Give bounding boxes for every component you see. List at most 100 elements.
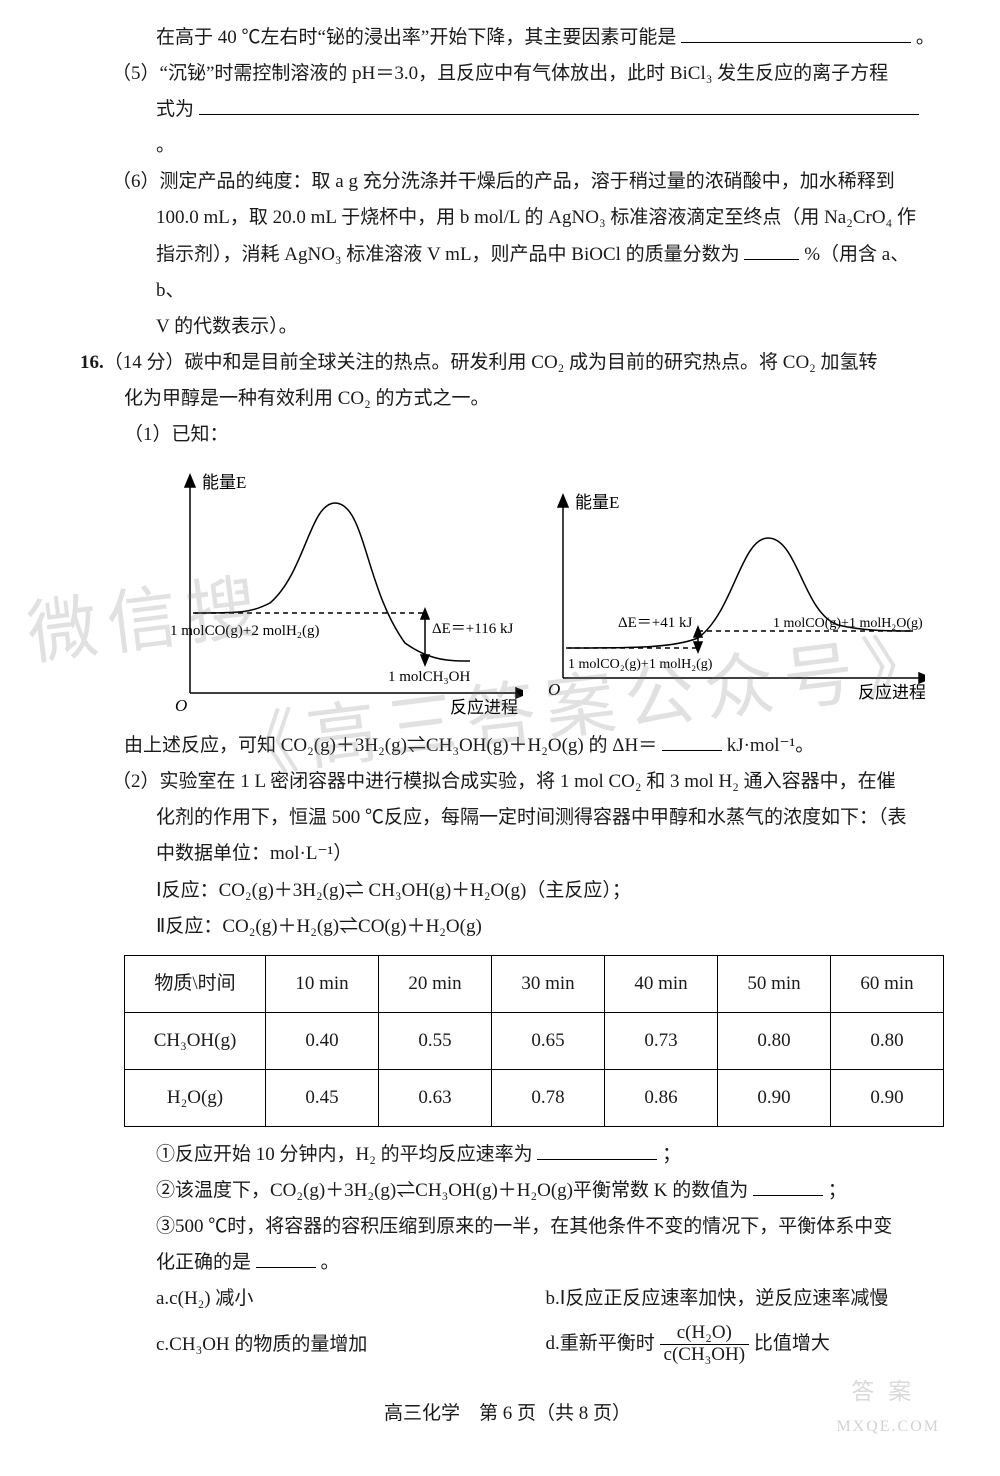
text: 实验室在 1 L 密闭容器中进行模拟合成实验，将 1 mol CO₂ 和 3 m…: [160, 771, 896, 792]
page-footer: 高三化学 第 6 页（共 8 页）: [80, 1396, 935, 1432]
q15-part6-line4: V 的代数表示）。: [80, 309, 935, 345]
sub-label: （6）: [112, 171, 160, 192]
energy-diagrams-row: 能量E 1 molCO(g)+2 molH₂(g) ΔE＝+116 kJ 1 m…: [80, 453, 935, 728]
table-row: CH₃OH(g) 0.40 0.55 0.65 0.73 0.80 0.80: [125, 1012, 944, 1069]
option-a: a.c(H₂) 减小: [156, 1281, 546, 1317]
reactant-label: 1 molCO₂(g)+1 molH₂(g): [568, 657, 713, 672]
q15-part6-line2: 100.0 mL，取 20.0 mL 于烧杯中，用 b mol/L 的 AgNO…: [80, 200, 935, 236]
sub-label: （5）: [112, 63, 160, 84]
table-cell: 0.90: [831, 1069, 944, 1126]
text: 由上述反应，可知 CO₂(g)＋3H₂(g)⇌CH₃OH(g)＋H₂O(g) 的…: [124, 735, 657, 756]
answer-blank[interactable]: [256, 1248, 316, 1268]
text: 在高于 40 ℃左右时“铋的浸出率”开始下降，其主要因素可能是: [156, 27, 676, 48]
text: 比值增大: [754, 1333, 830, 1354]
table-cell: H₂O(g): [125, 1069, 266, 1126]
q15-part6-line1: （6）测定产品的纯度：取 a g 充分洗涤并干燥后的产品，溶于稍过量的浓硝酸中，…: [80, 164, 935, 200]
stamp-line2: MXQE.COM: [836, 1412, 940, 1442]
q15-part4-line: 在高于 40 ℃左右时“铋的浸出率”开始下降，其主要因素可能是 。: [80, 20, 935, 56]
text: 。: [321, 1252, 340, 1273]
q15-part5-line2: 式为 。: [80, 92, 935, 164]
delta-label: ΔE＝+116 kJ: [432, 621, 513, 637]
stamp-line1: 答案: [836, 1370, 940, 1414]
table-header: 50 min: [718, 955, 831, 1012]
fraction-numerator: c(H₂O): [660, 1323, 750, 1345]
answer-blank[interactable]: [662, 731, 722, 751]
q16-sub3-line2: 化正确的是 。: [80, 1245, 935, 1281]
table-cell: 0.55: [379, 1012, 492, 1069]
option-c: c.CH₃OH 的物质的量增加: [156, 1327, 546, 1363]
table-header: 40 min: [605, 955, 718, 1012]
table-cell: 0.80: [831, 1012, 944, 1069]
origin-label: O: [548, 680, 560, 699]
text: 化正确的是: [156, 1252, 251, 1273]
table-cell: 0.40: [266, 1012, 379, 1069]
text: 碳中和是目前全球关注的热点。研发利用 CO₂ 成为目前的研究热点。将 CO₂ 加…: [185, 352, 878, 373]
table-header: 30 min: [492, 955, 605, 1012]
table-row: H₂O(g) 0.45 0.63 0.78 0.86 0.90 0.90: [125, 1069, 944, 1126]
answer-blank[interactable]: [744, 240, 799, 260]
text: ；: [828, 1180, 847, 1201]
text: ①反应开始 10 分钟内，H₂ 的平均反应速率为: [156, 1144, 533, 1165]
answer-blank[interactable]: [681, 23, 911, 43]
stamp: 答案 MXQE.COM: [836, 1370, 940, 1442]
table-cell: 0.78: [492, 1069, 605, 1126]
options-row-2: c.CH₃OH 的物质的量增加 d.重新平衡时 c(H₂O) c(CH₃OH) …: [80, 1323, 935, 1366]
reaction-1: Ⅰ反应：CO₂(g)＋3H₂(g)⇌ CH₃OH(g)＋H₂O(g)（主反应）；: [80, 873, 935, 909]
q16-part2-line3: 中数据单位：mol·L⁻¹）: [80, 836, 935, 872]
text: “沉铋”时需控制溶液的 pH＝3.0，且反应中有气体放出，此时 BiCl₃ 发生…: [160, 63, 889, 84]
reactant-label: 1 molCO(g)+2 molH₂(g): [170, 623, 320, 639]
q15-part6-line3: 指示剂），消耗 AgNO₃ 标准溶液 V mL，则产品中 BiOCl 的质量分数…: [80, 237, 935, 309]
text: ；: [662, 1144, 681, 1165]
text: 指示剂），消耗 AgNO₃ 标准溶液 V mL，则产品中 BiOCl 的质量分数…: [156, 244, 740, 265]
fraction-denominator: c(CH₃OH): [660, 1345, 750, 1366]
text: 。: [916, 27, 935, 48]
q16-stem-line2: 化为甲醇是一种有效利用 CO₂ 的方式之一。: [80, 381, 935, 417]
delta-label: ΔE＝+41 kJ: [618, 615, 693, 631]
options-row-1: a.c(H₂) 减小 b.Ⅰ反应正反应速率加快，逆反应速率减慢: [80, 1281, 935, 1317]
table-cell: 0.63: [379, 1069, 492, 1126]
q16-sub2: ②该温度下，CO₂(g)＋3H₂(g)⇌CH₃OH(g)＋H₂O(g)平衡常数 …: [80, 1173, 935, 1209]
text: 式为: [156, 99, 194, 120]
marks: （14 分）: [104, 352, 185, 373]
option-d: d.重新平衡时 c(H₂O) c(CH₃OH) 比值增大: [546, 1323, 936, 1366]
option-b: b.Ⅰ反应正反应速率加快，逆反应速率减慢: [546, 1281, 936, 1317]
q16-sub1: ①反应开始 10 分钟内，H₂ 的平均反应速率为 ；: [80, 1137, 935, 1173]
q15-part5-line1: （5）“沉铋”时需控制溶液的 pH＝3.0，且反应中有气体放出，此时 BiCl₃…: [80, 56, 935, 92]
sub-label: （2）: [112, 771, 160, 792]
energy-diagram-right: 能量E ΔE＝+41 kJ 1 molCO(g)+1 molH₂O(g) 1 m…: [523, 463, 925, 723]
table-header: 20 min: [379, 955, 492, 1012]
text: ②该温度下，CO₂(g)＋3H₂(g)⇌CH₃OH(g)＋H₂O(g)平衡常数 …: [156, 1180, 748, 1201]
text: 测定产品的纯度：取 a g 充分洗涤并干燥后的产品，溶于稍过量的浓硝酸中，加水稀…: [160, 171, 895, 192]
xaxis-label: 反应进程: [450, 698, 518, 717]
q16-part1-label: （1）已知：: [80, 417, 935, 453]
fraction: c(H₂O) c(CH₃OH): [660, 1323, 750, 1366]
product-label: 1 molCH₃OH: [388, 669, 470, 685]
q16-part1-question: 由上述反应，可知 CO₂(g)＋3H₂(g)⇌CH₃OH(g)＋H₂O(g) 的…: [80, 728, 935, 764]
q16-stem-line1: 16.（14 分）碳中和是目前全球关注的热点。研发利用 CO₂ 成为目前的研究热…: [80, 345, 935, 381]
answer-blank[interactable]: [199, 95, 919, 115]
answer-blank[interactable]: [537, 1140, 657, 1160]
exam-page: 微信搜 《高三答案公众号》 在高于 40 ℃左右时“铋的浸出率”开始下降，其主要…: [0, 0, 1000, 1462]
yaxis-label: 能量E: [202, 473, 246, 492]
q16-sub3-line1: ③500 ℃时，将容器的容积压缩到原来的一半，在其他条件不变的情况下，平衡体系中…: [80, 1209, 935, 1245]
question-number: 16.: [80, 352, 104, 373]
energy-diagram-left: 能量E 1 molCO(g)+2 molH₂(g) ΔE＝+116 kJ 1 m…: [140, 463, 523, 723]
table-header: 物质\时间: [125, 955, 266, 1012]
text: d.重新平衡时: [546, 1333, 655, 1354]
answer-blank[interactable]: [753, 1176, 823, 1196]
origin-label: O: [175, 696, 187, 715]
q16-part2-line1: （2）实验室在 1 L 密闭容器中进行模拟合成实验，将 1 mol CO₂ 和 …: [80, 764, 935, 800]
table-cell: 0.86: [605, 1069, 718, 1126]
table-cell: 0.73: [605, 1012, 718, 1069]
product-label: 1 molCO(g)+1 molH₂O(g): [773, 616, 923, 631]
table-cell: 0.80: [718, 1012, 831, 1069]
text: kJ·mol⁻¹。: [727, 735, 815, 756]
reaction-2: Ⅱ反应：CO₂(g)＋H₂(g)⇌CO(g)＋H₂O(g): [80, 909, 935, 945]
table-cell: 0.90: [718, 1069, 831, 1126]
table-cell: 0.45: [266, 1069, 379, 1126]
table-header: 60 min: [831, 955, 944, 1012]
yaxis-label: 能量E: [575, 493, 619, 512]
q16-part2-line2: 化剂的作用下，恒温 500 ℃反应，每隔一定时间测得容器中甲醇和水蒸气的浓度如下…: [80, 800, 935, 836]
xaxis-label: 反应进程: [858, 683, 925, 702]
table-cell: CH₃OH(g): [125, 1012, 266, 1069]
